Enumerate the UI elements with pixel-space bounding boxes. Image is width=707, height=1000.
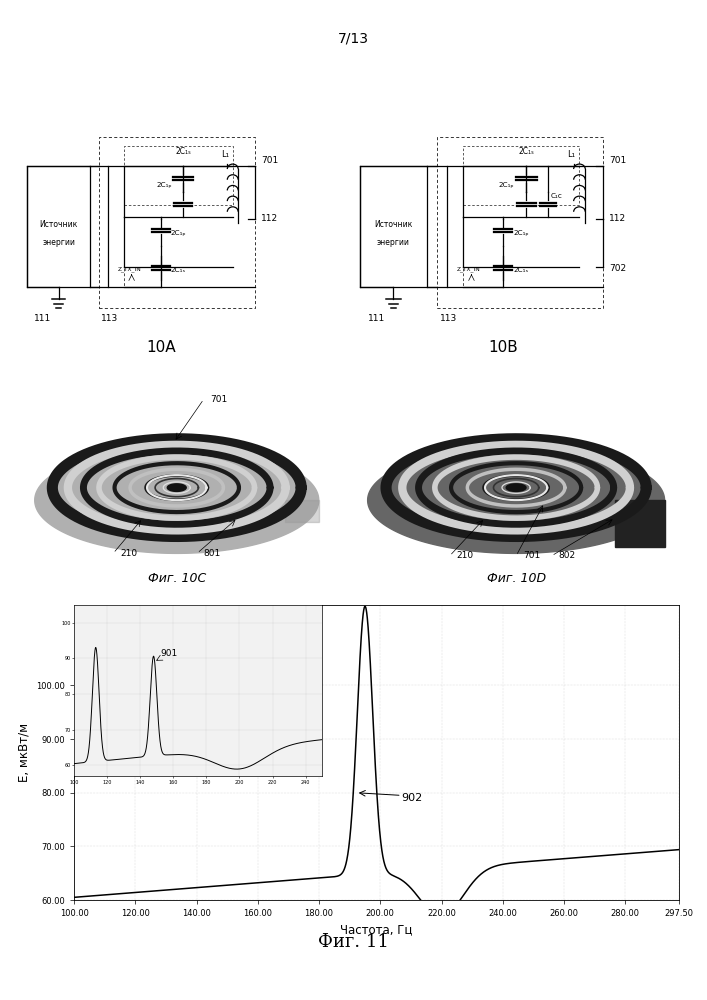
Text: C₁c: C₁c <box>550 193 562 199</box>
Polygon shape <box>368 447 665 553</box>
Text: 210: 210 <box>457 551 474 560</box>
Text: 802: 802 <box>559 551 575 560</box>
Text: Источник: Источник <box>40 220 78 229</box>
Text: L₁: L₁ <box>221 150 229 159</box>
Text: 701: 701 <box>211 395 228 404</box>
Text: 111: 111 <box>35 314 52 323</box>
Text: 10B: 10B <box>488 340 518 355</box>
Text: 2C₁ₛ: 2C₁ₛ <box>170 267 186 273</box>
Text: 701: 701 <box>523 551 540 560</box>
Text: 902: 902 <box>402 793 423 803</box>
Text: 702: 702 <box>609 264 626 273</box>
Bar <box>124 146 233 205</box>
Polygon shape <box>615 500 665 547</box>
Polygon shape <box>506 484 526 491</box>
Text: 701: 701 <box>609 156 626 165</box>
Bar <box>99 137 255 308</box>
Bar <box>437 137 602 308</box>
Text: 10A: 10A <box>146 340 176 355</box>
Text: Фиг. 11: Фиг. 11 <box>318 933 389 951</box>
Text: 2C₁ₚ: 2C₁ₚ <box>498 182 514 188</box>
Polygon shape <box>285 500 319 522</box>
Text: 2C₁ₛ: 2C₁ₛ <box>518 147 534 156</box>
Text: 701: 701 <box>261 156 278 165</box>
Text: Источник: Источник <box>374 220 413 229</box>
Text: Фиг. 10C: Фиг. 10C <box>148 572 206 585</box>
Text: 801: 801 <box>204 549 221 558</box>
X-axis label: Частота, Гц: Частота, Гц <box>340 924 413 937</box>
Bar <box>463 146 580 205</box>
Text: L₁: L₁ <box>567 150 575 159</box>
Text: 2C₁ₚ: 2C₁ₚ <box>170 230 186 236</box>
Text: 2C₁ₚ: 2C₁ₚ <box>513 230 529 236</box>
Text: Фиг. 10D: Фиг. 10D <box>486 572 546 585</box>
Y-axis label: E, мкВт/м: E, мкВт/м <box>18 723 31 782</box>
Bar <box>28 166 90 287</box>
Text: 111: 111 <box>368 314 385 323</box>
Text: энергии: энергии <box>377 238 410 247</box>
Text: Z_TX_IN: Z_TX_IN <box>117 266 141 272</box>
Text: 112: 112 <box>261 214 278 223</box>
Text: 113: 113 <box>101 314 119 323</box>
Text: 113: 113 <box>440 314 457 323</box>
Text: 2C₁ₚ: 2C₁ₚ <box>156 182 172 188</box>
Polygon shape <box>168 484 186 491</box>
Text: энергии: энергии <box>42 238 75 247</box>
Polygon shape <box>35 447 319 553</box>
Text: 112: 112 <box>609 214 626 223</box>
Text: 2C₁ₛ: 2C₁ₛ <box>514 267 529 273</box>
Text: 210: 210 <box>120 549 137 558</box>
Bar <box>360 166 426 287</box>
Text: Z_TX_IN: Z_TX_IN <box>457 266 480 272</box>
Text: 7/13: 7/13 <box>338 31 369 45</box>
Text: 2C₁ₛ: 2C₁ₛ <box>175 147 191 156</box>
